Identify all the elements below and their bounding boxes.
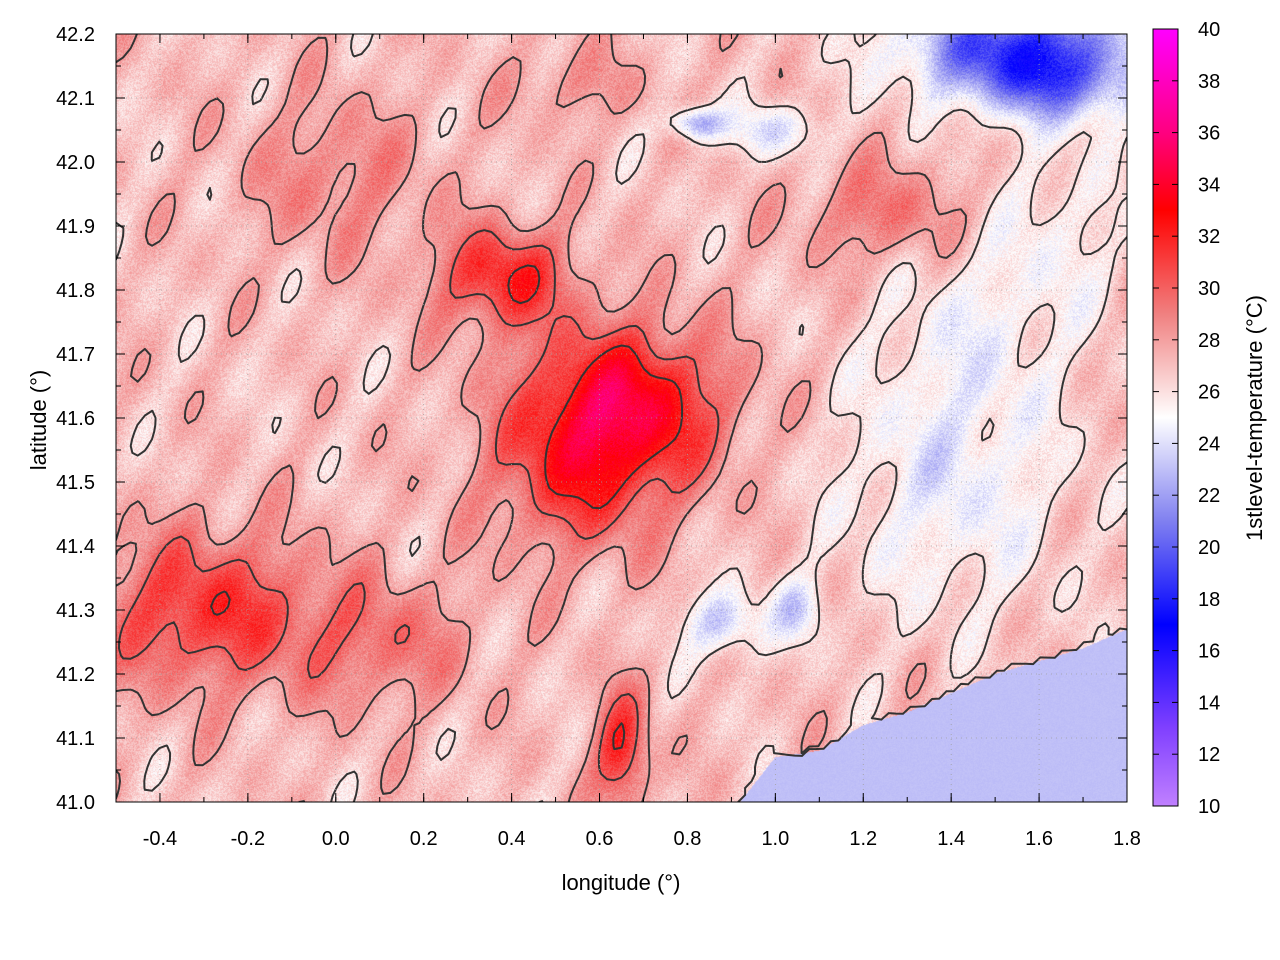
colorbar-tick-label: 38	[1198, 71, 1220, 93]
colorbar-tick-label: 20	[1198, 537, 1220, 559]
x-tick-label: 1.8	[1113, 828, 1141, 850]
colorbar-tick-label: 32	[1198, 226, 1220, 248]
colorbar-tick-label: 14	[1198, 692, 1220, 714]
y-tick-label: 42.1	[56, 88, 95, 110]
x-tick-label: -0.2	[231, 828, 265, 850]
y-tick-label: 41.0	[56, 792, 95, 814]
y-tick-label: 41.6	[56, 408, 95, 430]
x-tick-label: 0.8	[674, 828, 702, 850]
x-tick-label: -0.4	[143, 828, 177, 850]
x-tick-label: 1.6	[1025, 828, 1053, 850]
x-tick-label: 0.6	[586, 828, 614, 850]
colorbar-tick-label: 10	[1198, 796, 1220, 818]
x-tick-label: 0.2	[410, 828, 438, 850]
y-axis-label: latitude (°)	[26, 370, 51, 471]
x-tick-label: 1.0	[761, 828, 789, 850]
colorbar-tick-label: 24	[1198, 433, 1220, 455]
x-axis-label: longitude (°)	[562, 870, 681, 895]
y-tick-label: 41.9	[56, 216, 95, 238]
y-tick-label: 41.7	[56, 344, 95, 366]
colorbar-gradient	[1153, 29, 1178, 806]
colorbar-tick-label: 18	[1198, 589, 1220, 611]
y-tick-label: 41.8	[56, 280, 95, 302]
colorbar: 10 12 14 16 18 20 22 24 26 28 30 32 34 36 38 40 1stleve…	[1153, 19, 1267, 818]
y-tick-label: 41.4	[56, 536, 95, 558]
x-tick-label: 0.0	[322, 828, 350, 850]
x-tick-label: 1.2	[849, 828, 877, 850]
colorbar-tick-label: 40	[1198, 19, 1220, 41]
y-tick-label: 41.5	[56, 472, 95, 494]
colorbar-tick-label: 34	[1198, 174, 1220, 196]
y-tick-label: 41.1	[56, 728, 95, 750]
colorbar-tick-label: 30	[1198, 278, 1220, 300]
y-tick-label: 42.0	[56, 152, 95, 174]
x-tick-label: 1.4	[937, 828, 965, 850]
colorbar-tick-label: 22	[1198, 485, 1220, 507]
colorbar-tick-label: 12	[1198, 744, 1220, 766]
plot-area	[116, 34, 1127, 802]
colorbar-label: 1stlevel-temperature (°C)	[1242, 295, 1267, 541]
x-tick-label: 0.4	[498, 828, 526, 850]
colorbar-tick-label: 28	[1198, 330, 1220, 352]
y-tick-label: 41.3	[56, 600, 95, 622]
colorbar-tick-label: 36	[1198, 123, 1220, 145]
y-tick-label: 42.2	[56, 24, 95, 46]
colorbar-tick-label: 26	[1198, 382, 1220, 404]
colorbar-tick-label: 16	[1198, 641, 1220, 663]
y-tick-label: 41.2	[56, 664, 95, 686]
